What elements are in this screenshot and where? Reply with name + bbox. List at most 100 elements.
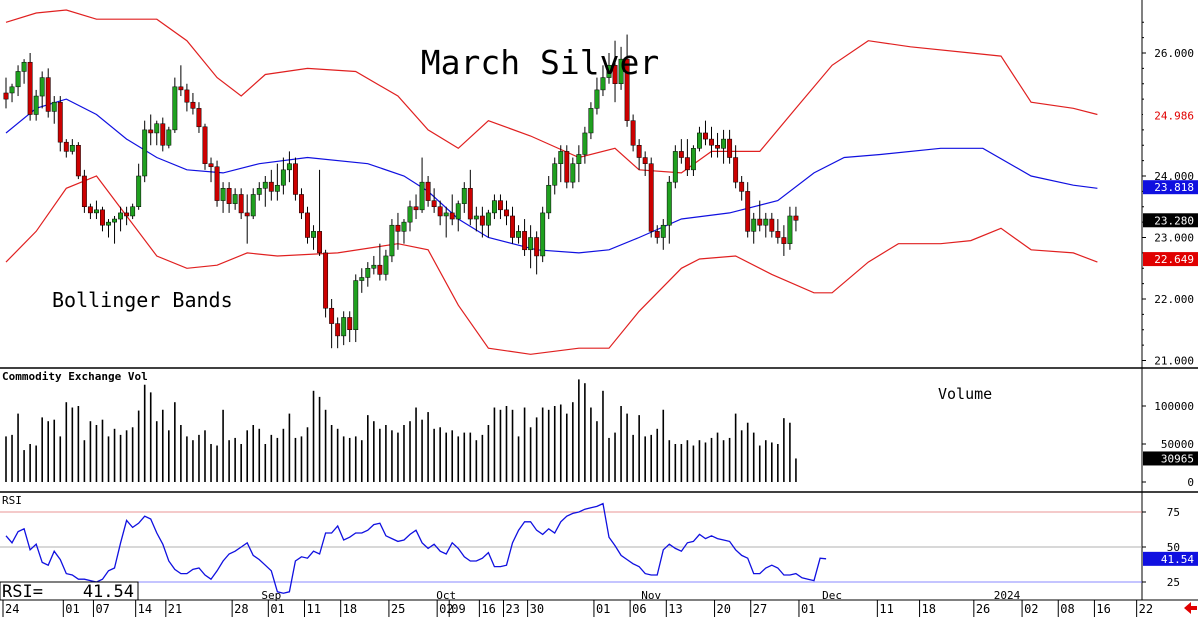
candle-up <box>618 58 624 85</box>
candle-up <box>9 86 15 94</box>
candle-down <box>479 215 485 226</box>
candle-up <box>69 145 75 152</box>
candle-down <box>449 212 455 220</box>
candle-down <box>317 231 323 254</box>
candle-up <box>94 209 99 214</box>
candle-up <box>341 317 347 337</box>
candle-down <box>100 209 105 226</box>
candle-up <box>576 154 582 164</box>
candle-down <box>727 138 733 158</box>
candle-down <box>534 237 540 257</box>
middle-bollinger-band <box>5 98 1098 254</box>
rsi-tick-label: 75 <box>1167 506 1180 519</box>
candle-down <box>709 138 714 146</box>
candle-down <box>124 212 130 217</box>
candle-down <box>335 323 341 337</box>
close-value-tag: 23.280 <box>1154 214 1194 227</box>
candle-down <box>178 86 184 91</box>
candle-up <box>371 264 377 269</box>
candle-up <box>274 184 280 192</box>
x-tick-label: 02 <box>1024 602 1038 616</box>
candle-up <box>516 231 521 238</box>
rsi-readout-value: 41.54 <box>83 582 134 602</box>
candle-up <box>660 224 666 238</box>
x-tick-label: 11 <box>879 602 893 616</box>
candle-up <box>232 194 238 204</box>
candle-up <box>262 181 268 189</box>
rsi-readout-box <box>0 581 139 601</box>
x-tick-label: 01 <box>596 602 610 616</box>
rsi-readout-label: RSI= <box>2 582 43 602</box>
candle-up <box>389 224 395 257</box>
candle-up <box>250 194 256 217</box>
x-tick-label: 25 <box>391 602 405 616</box>
candle-up <box>588 108 594 134</box>
candle-down <box>703 132 708 140</box>
candle-down <box>648 163 654 232</box>
candle-up <box>606 65 612 78</box>
candle-down <box>268 181 274 192</box>
candle-up <box>552 163 558 186</box>
x-tick-label: 01 <box>801 602 815 616</box>
candle-up <box>51 101 57 112</box>
bollinger-label: Bollinger Bands <box>52 288 233 312</box>
candle-up <box>33 95 39 115</box>
candle-down <box>226 188 232 204</box>
close-value-tag-bg <box>1143 213 1198 228</box>
candle-up <box>528 237 534 251</box>
candle-up <box>546 184 552 214</box>
chart-title: March Silver <box>421 43 659 82</box>
candle-up <box>401 221 407 232</box>
x-tick-label: 13 <box>668 602 682 616</box>
candle-up <box>666 181 672 226</box>
candle-down <box>81 175 87 207</box>
candle-down <box>377 264 383 275</box>
candle-down <box>3 92 9 100</box>
volume-value-tag: 30965 <box>1161 452 1194 465</box>
candle-up <box>443 212 449 217</box>
candle-down <box>498 200 503 211</box>
lower-bollinger-band <box>5 175 1098 355</box>
x-tick-label: 01 <box>65 602 79 616</box>
candle-up <box>220 188 226 201</box>
x-tick-label: 08 <box>1060 602 1074 616</box>
candle-down <box>630 120 636 146</box>
candle-up <box>256 188 262 195</box>
candle-up <box>118 212 124 220</box>
rsi-line <box>5 502 827 594</box>
candle-down <box>775 231 781 238</box>
candle-down <box>244 212 250 217</box>
x-tick-label: 30 <box>530 602 544 616</box>
candle-up <box>558 151 564 164</box>
candle-down <box>733 157 739 183</box>
candle-down <box>292 163 298 195</box>
candle-down <box>202 126 208 164</box>
candle-down <box>437 206 443 217</box>
candle-up <box>15 71 21 88</box>
candle-up <box>353 280 359 330</box>
rsi-tick-label: 50 <box>1167 541 1180 554</box>
x-tick-label: 06 <box>632 602 646 616</box>
x-tick-label: 18 <box>343 602 357 616</box>
candle-down <box>504 209 509 217</box>
candle-down <box>75 145 81 177</box>
x-month-label: Dec <box>822 589 842 602</box>
volume-tick-label: 0 <box>1187 476 1194 489</box>
lower-band-value-tag-bg <box>1143 252 1198 267</box>
candle-down <box>636 145 642 158</box>
volume-value-tag-bg <box>1143 451 1198 466</box>
volume-panel-title: Commodity Exchange Vol <box>2 370 148 383</box>
candle-up <box>600 77 606 91</box>
candle-down <box>431 200 437 208</box>
price-tick-label: 22.000 <box>1154 293 1194 306</box>
candle-up <box>166 129 172 146</box>
candle-down <box>196 108 202 128</box>
candle-down <box>27 61 33 115</box>
x-tick-label: 07 <box>95 602 109 616</box>
candle-up <box>690 148 696 171</box>
candle-down <box>510 215 515 238</box>
candle-down <box>160 123 166 146</box>
candle-down <box>769 218 775 232</box>
candle-up <box>359 277 365 281</box>
